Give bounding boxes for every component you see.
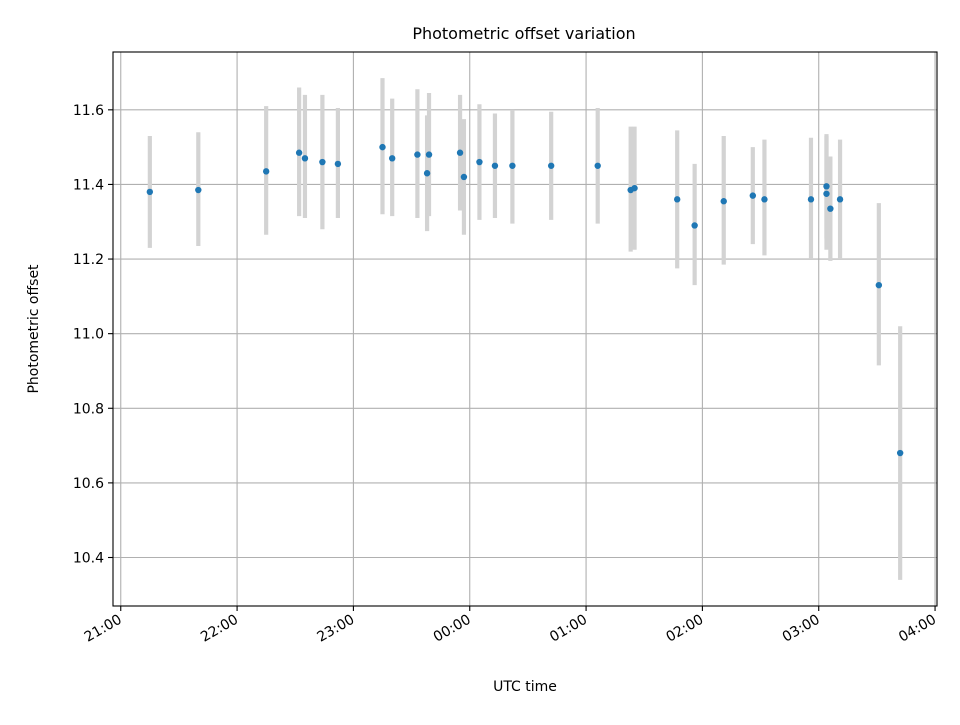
data-point	[547, 162, 555, 169]
x-axis-label: UTC time	[493, 679, 557, 695]
data-point	[414, 151, 421, 158]
data-point	[456, 149, 464, 156]
data-point	[896, 449, 904, 457]
data-point	[836, 196, 844, 203]
x-tick-label: 23:00	[314, 612, 357, 646]
data-point	[749, 192, 757, 199]
data-point	[388, 155, 396, 162]
error-bars	[147, 78, 903, 580]
x-tick-label: 01:00	[547, 612, 590, 646]
y-tick-label: 11.2	[73, 252, 104, 268]
y-tick-label: 10.6	[73, 476, 104, 492]
data-point	[379, 143, 386, 151]
data-point	[334, 160, 342, 168]
data-point	[631, 184, 638, 192]
data-point	[720, 198, 727, 205]
y-tick-label: 11.6	[73, 103, 104, 119]
data-point	[195, 186, 202, 194]
data-point	[673, 196, 681, 203]
chart-title: Photometric offset variation	[412, 24, 635, 43]
data-point	[319, 158, 326, 166]
y-tick-label: 11.4	[73, 177, 104, 193]
data-points	[146, 143, 904, 457]
data-point	[262, 168, 270, 175]
data-point	[491, 162, 499, 169]
data-point	[761, 196, 768, 203]
data-point	[476, 158, 483, 166]
x-tick-label: 04:00	[896, 612, 939, 646]
y-axis-label: Photometric offset	[26, 264, 42, 394]
data-point	[875, 281, 883, 289]
data-point	[295, 149, 303, 156]
data-point	[823, 190, 830, 197]
data-point	[807, 196, 815, 203]
x-tick-label: 22:00	[198, 612, 241, 646]
x-tick-label: 02:00	[663, 612, 706, 646]
data-point	[301, 155, 309, 162]
data-point	[425, 151, 433, 158]
x-tick-label: 00:00	[431, 612, 474, 646]
y-tick-label: 11.0	[73, 327, 104, 343]
grid-layer	[113, 52, 937, 606]
x-tick-label: 03:00	[780, 612, 823, 646]
data-point	[594, 162, 601, 169]
data-point	[691, 222, 698, 229]
x-tick-label: 21:00	[82, 612, 125, 646]
data-point	[423, 170, 431, 177]
plot-frame	[112, 51, 938, 607]
data-point	[509, 162, 516, 169]
data-point	[460, 173, 468, 181]
data-point	[146, 188, 154, 196]
y-tick-label: 10.4	[73, 551, 104, 567]
data-point	[823, 183, 830, 190]
data-point	[827, 205, 834, 212]
y-tick-label: 10.8	[73, 401, 104, 417]
